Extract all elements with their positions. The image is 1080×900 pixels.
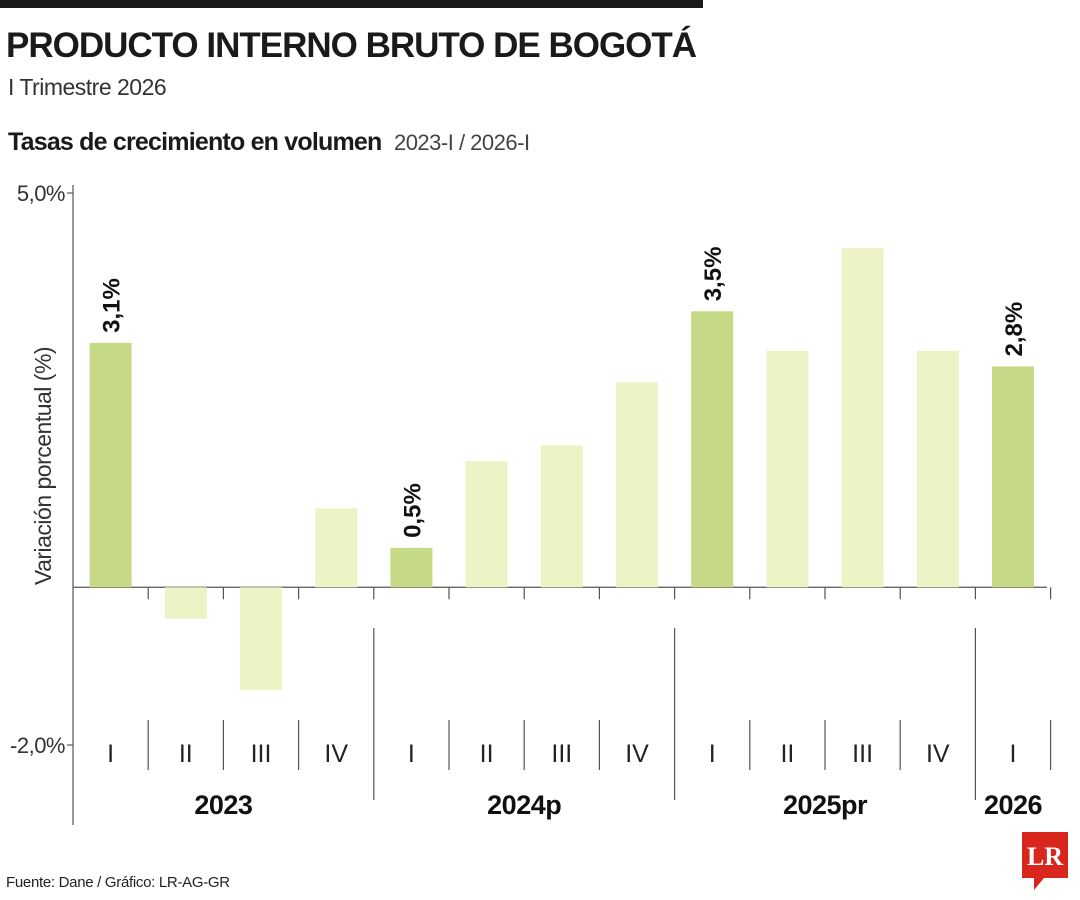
data-label: 0,5% — [399, 483, 426, 538]
chart-range: 2023-I / 2026-I — [393, 130, 530, 155]
category-label: III — [551, 740, 572, 768]
chart-title: Tasas de crecimiento en volumen — [8, 128, 382, 156]
bar — [616, 382, 658, 588]
page-subtitle: I Trimestre 2026 — [8, 74, 167, 100]
bar — [992, 366, 1034, 588]
bar — [916, 350, 959, 588]
data-label: 3,5% — [700, 247, 727, 302]
category-label: II — [780, 740, 794, 768]
category-label: I — [1010, 740, 1017, 768]
bar — [841, 248, 884, 588]
category-label: II — [179, 740, 193, 768]
category-label: IV — [324, 740, 348, 768]
category-label: I — [107, 740, 114, 768]
category-label: II — [480, 740, 494, 768]
group-label: 2026 — [984, 790, 1043, 820]
category-label: III — [852, 740, 873, 768]
bar — [465, 461, 508, 588]
category-label: III — [251, 740, 272, 768]
top-rule — [0, 0, 703, 8]
group-label: 2025pr — [783, 790, 868, 820]
bar — [540, 445, 583, 588]
logo-text: LR — [1027, 842, 1063, 871]
lr-logo: LR — [1022, 832, 1068, 890]
y-axis-title: Variación porcentual (%) — [30, 347, 56, 585]
bar — [315, 508, 358, 588]
bar — [766, 350, 809, 588]
page-title: PRODUCTO INTERNO BRUTO DE BOGOTÁ — [6, 26, 697, 65]
y-tick-label: -2,0% — [10, 733, 65, 758]
data-label: 2,8% — [1001, 302, 1028, 357]
category-label: I — [709, 740, 716, 768]
group-label: 2023 — [194, 790, 253, 820]
category-label: I — [408, 740, 415, 768]
chart-heading: Tasas de crecimiento en volumen 2023-I /… — [8, 128, 530, 157]
bar — [691, 311, 734, 588]
category-label: IV — [926, 740, 950, 768]
bar — [164, 587, 207, 619]
source-note: Fuente: Dane / Gráfico: LR-AG-GR — [6, 874, 230, 891]
y-tick-label: 5,0% — [17, 181, 65, 206]
bar — [89, 342, 132, 588]
bar — [240, 587, 282, 690]
bar — [390, 547, 433, 588]
data-label: 3,1% — [99, 278, 126, 333]
group-label: 2024p — [487, 790, 561, 820]
category-label: IV — [625, 740, 649, 768]
